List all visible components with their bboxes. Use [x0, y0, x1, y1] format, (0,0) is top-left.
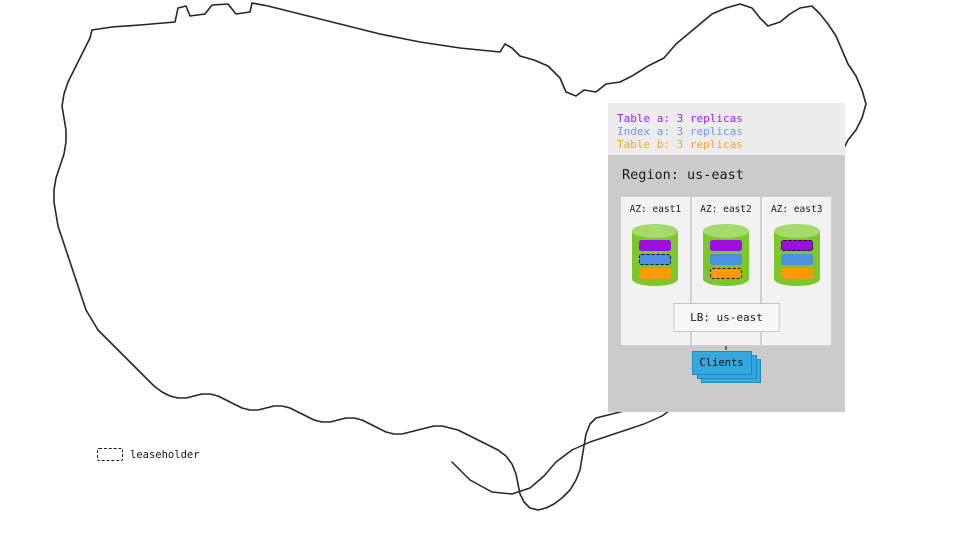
range-east2-table-b[interactable]	[710, 268, 742, 279]
node-cylinder-east2[interactable]	[703, 224, 749, 286]
us-map-gulf-detail	[451, 405, 677, 495]
cylinder-top	[703, 224, 749, 238]
legend-row-table-a: Table a: 3 replicas	[617, 112, 743, 125]
range-east1-table-a[interactable]	[639, 240, 672, 251]
az-label-east3: AZ: east3	[770, 204, 823, 215]
range-east1-table-b[interactable]	[639, 268, 672, 279]
range-east3-table-b[interactable]	[780, 268, 813, 279]
leaseholder-swatch-icon	[97, 448, 123, 461]
az-label-east1: AZ: east1	[629, 204, 682, 215]
range-east1-index-a[interactable]	[639, 254, 672, 265]
cylinder-top	[632, 224, 679, 238]
leaseholder-legend-label: leaseholder	[130, 448, 200, 461]
range-east2-index-a[interactable]	[710, 254, 742, 265]
az-label-east2: AZ: east2	[700, 204, 752, 215]
cylinder-top	[773, 224, 820, 238]
leaseholder-legend: leaseholder	[97, 448, 200, 461]
clients-card-front[interactable]: Clients	[691, 351, 752, 375]
legend-row-index-a: Index a: 3 replicas	[617, 125, 743, 139]
node-cylinder-east1[interactable]	[632, 224, 679, 286]
range-east3-table-a[interactable]	[780, 240, 813, 251]
node-cylinder-east3[interactable]	[773, 224, 820, 286]
clients-stack[interactable]: Clients	[691, 351, 762, 384]
replica-legend-panel: Table a: 3 replicas Index a: 3 replicas …	[608, 103, 845, 155]
legend-row-table-b: Table b: 3 replicas	[617, 138, 743, 152]
range-east3-index-a[interactable]	[780, 254, 813, 265]
range-east2-table-a[interactable]	[710, 240, 742, 251]
region-panel-us-east: Region: us-east AZ: east1	[608, 155, 845, 412]
region-title: Region: us-east	[622, 167, 744, 183]
load-balancer-box[interactable]: LB: us-east	[673, 303, 780, 332]
